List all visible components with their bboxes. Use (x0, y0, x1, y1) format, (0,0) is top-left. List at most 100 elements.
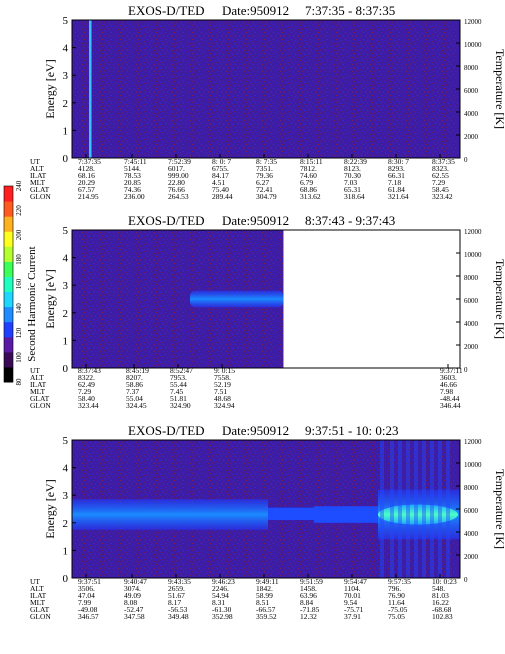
table-cell: 22.80 (168, 178, 185, 187)
y2-tick-label: 0 (464, 576, 468, 584)
y-tick-label: 2 (63, 98, 69, 110)
table-cell: 20.29 (78, 178, 95, 187)
table-cell: 346.44 (440, 401, 461, 410)
table-cell: 7:37:35 (78, 157, 101, 166)
panel-title: EXOS-D/TED (128, 3, 205, 18)
table-cell: 9:54:47 (344, 577, 367, 586)
table-cell: 318.64 (344, 192, 365, 201)
table-cell: -75.71 (344, 605, 364, 614)
table-cell: 52.19 (214, 380, 231, 389)
table-cell: 999.00 (168, 171, 189, 180)
table-cell: 1842. (256, 584, 273, 593)
table-cell: 3074. (124, 584, 141, 593)
table-cell: 74.36 (124, 185, 141, 194)
table-cell: 75.05 (388, 612, 405, 621)
y2-tick-label: 10000 (464, 461, 482, 469)
y2-tick-label: 12000 (464, 228, 482, 236)
table-cell: 7351. (256, 164, 273, 173)
table-cell: 74.60 (300, 171, 317, 180)
colorbar: 80 100 120 140 160 180 200 220 240 Second Harmoni… (3, 180, 38, 386)
table-cell: 8322. (78, 373, 95, 382)
table-cell: 8:52:47 (170, 366, 193, 375)
table-row-label: ALT (30, 373, 44, 382)
y2-tick-label: 6000 (464, 297, 479, 305)
y-tick-label: 3 (63, 70, 69, 82)
table-cell: -61.30 (212, 605, 232, 614)
y-axis-label: Energy [eV] (43, 59, 57, 118)
y2-tick-label: 2000 (464, 133, 479, 141)
table-row-label: MLT (30, 598, 46, 607)
table-cell: 9.54 (344, 598, 357, 607)
table-cell: 51.67 (168, 591, 185, 600)
y-tick-label: 2 (63, 518, 69, 530)
table-cell: -71.85 (300, 605, 320, 614)
table-cell: 58.99 (256, 591, 273, 600)
panel-date: Date:950912 (222, 423, 289, 438)
table-cell: 349.48 (168, 612, 189, 621)
table-cell: 6755. (212, 164, 229, 173)
table-row-label: GLAT (30, 605, 50, 614)
y-tick-label: 4 (63, 463, 69, 475)
table-cell: 63.96 (300, 591, 317, 600)
y2-axis-label: Temperature [K] (493, 469, 505, 549)
table-cell: 10: 0:23 (432, 577, 457, 586)
table-cell: 62.55 (432, 171, 449, 180)
panel-time-range: 7:37:35 - 8:37:35 (305, 3, 395, 18)
table-cell: 9:57:35 (388, 577, 411, 586)
panel-time-range: 8:37:43 - 9:37:43 (305, 213, 395, 228)
table-cell: 346.57 (78, 612, 99, 621)
table-cell: 7.98 (440, 387, 453, 396)
table-cell: 8.08 (124, 598, 137, 607)
y2-tick-label: 2000 (464, 553, 479, 561)
table-cell: 8293. (388, 164, 405, 173)
table-cell: 1104. (344, 584, 361, 593)
table-cell: 8123. (344, 164, 361, 173)
table-cell: 7.18 (388, 178, 401, 187)
table-cell: 7.99 (78, 598, 91, 607)
colorbar-segment (4, 231, 13, 247)
y2-tick-label: 4000 (464, 530, 479, 538)
table-cell: 81.03 (432, 591, 449, 600)
colorbar-segment (4, 351, 13, 368)
y2-tick-label: 8000 (464, 274, 479, 282)
table-row-label: GLON (30, 401, 51, 410)
colorbar-tick-label: 120 (15, 327, 23, 338)
table-cell: 54.94 (212, 591, 229, 600)
table-cell: 68.16 (78, 171, 95, 180)
ephemeris-table: UTALTILATMLTGLATGLON7:37:354128.68.1620.… (30, 157, 455, 201)
colorbar-tick-label: 80 (15, 378, 23, 386)
y-tick-label: 4 (63, 253, 69, 265)
table-cell: 7953. (170, 373, 187, 382)
table-cell: 214.95 (78, 192, 99, 201)
table-cell: 58.45 (432, 185, 449, 194)
colorbar-segment (4, 291, 13, 308)
y2-tick-label: 6000 (464, 87, 479, 95)
table-cell: 321.64 (388, 192, 409, 201)
y-tick-label: 5 (63, 435, 69, 447)
y2-tick-label: 0 (464, 156, 468, 164)
table-cell: 347.58 (124, 612, 145, 621)
y2-tick-label: 4000 (464, 320, 479, 328)
table-cell: 289.44 (212, 192, 233, 201)
table-cell: 66.31 (388, 171, 405, 180)
table-cell: 58.86 (126, 380, 143, 389)
table-cell: 12.32 (300, 612, 317, 621)
table-cell: 79.36 (256, 171, 273, 180)
y2-tick-label: 2000 (464, 343, 479, 351)
table-cell: -75.05 (388, 605, 408, 614)
table-cell: 62.49 (78, 380, 95, 389)
table-cell: 8.84 (300, 598, 313, 607)
table-cell: 2659. (168, 584, 185, 593)
table-row-label: MLT (30, 178, 46, 187)
table-cell: 67.57 (78, 185, 95, 194)
table-cell: -68.68 (432, 605, 452, 614)
table-cell: 2246. (212, 584, 229, 593)
data-spike (89, 20, 92, 158)
table-cell: 324.45 (126, 401, 147, 410)
table-row-label: ALT (30, 584, 44, 593)
y-tick-label: 5 (63, 225, 69, 237)
table-row-label: MLT (30, 387, 46, 396)
table-cell: 8323. (432, 164, 449, 173)
table-cell: 9:46:23 (212, 577, 235, 586)
table-row-label: GLAT (30, 394, 50, 403)
